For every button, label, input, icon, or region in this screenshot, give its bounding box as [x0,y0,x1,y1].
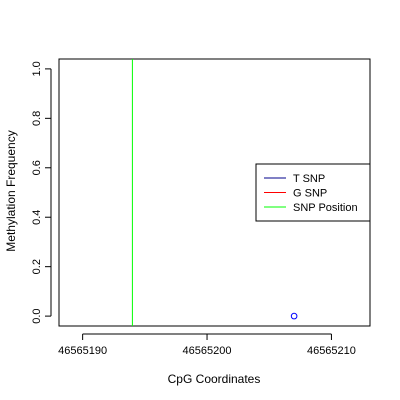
legend-label: G SNP [293,188,327,200]
x-tick-label: 46565200 [183,345,232,357]
y-tick-label: 0.0 [31,308,43,323]
y-axis-title: Methylation Frequency [4,130,18,251]
legend-label: SNP Position [293,202,358,214]
y-tick-label: 0.4 [31,210,43,225]
legend: T SNP G SNP SNP Position [255,163,371,222]
y-tick-label: 0.2 [31,259,43,274]
y-axis: 0.0 0.2 0.4 0.6 0.8 1.0 [31,61,52,324]
y-tick-label: 1.0 [31,61,43,76]
y-tick-label: 0.6 [31,160,43,175]
x-axis-title: CpG Coordinates [168,372,261,386]
y-tick-label: 0.8 [31,111,43,126]
x-tick-label: 46565190 [58,345,107,357]
x-axis: 46565190 46565200 46565210 [58,333,356,357]
data-point [290,312,298,320]
legend-label: T SNP [293,173,325,185]
x-tick-label: 46565210 [307,345,356,357]
